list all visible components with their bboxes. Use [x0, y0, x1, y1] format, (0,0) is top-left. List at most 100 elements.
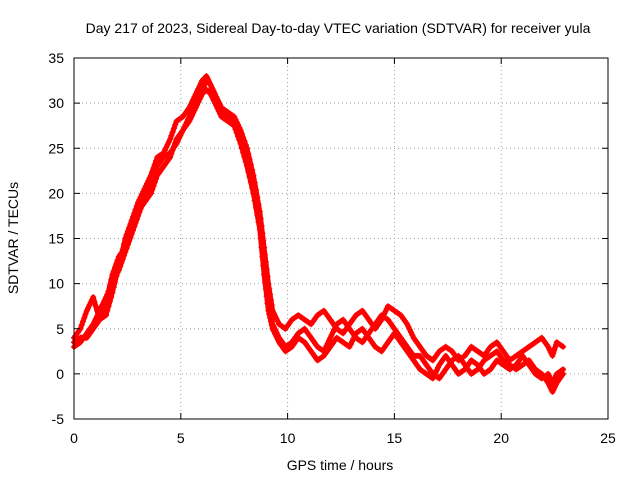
data-point: [168, 150, 175, 157]
data-point: [350, 335, 357, 342]
data-point: [153, 157, 160, 164]
data-layer: [71, 73, 567, 395]
data-point: [137, 193, 144, 200]
data-point: [188, 112, 195, 119]
data-point: [146, 175, 153, 182]
data-point: [272, 313, 279, 320]
data-point: [103, 298, 110, 305]
data-point: [558, 367, 565, 374]
data-point: [170, 143, 177, 150]
data-point: [262, 286, 269, 293]
data-point: [192, 104, 199, 111]
data-point: [135, 199, 142, 206]
y-tick-label: 0: [56, 366, 64, 382]
data-point: [268, 322, 275, 329]
data-point: [233, 129, 240, 136]
data-point: [109, 271, 116, 278]
data-point: [251, 197, 258, 204]
data-point: [197, 93, 204, 100]
data-point: [147, 172, 154, 179]
data-point: [241, 154, 248, 161]
data-point: [238, 145, 245, 152]
data-point: [409, 332, 416, 339]
data-point: [94, 307, 101, 314]
data-point: [144, 180, 151, 187]
data-point: [172, 121, 179, 128]
data-point: [249, 184, 256, 191]
x-tick-label: 0: [70, 430, 78, 446]
series-trace-b: [71, 73, 567, 364]
data-point: [113, 260, 120, 267]
x-tick-label: 15: [387, 430, 403, 446]
x-tick-label: 20: [493, 430, 509, 446]
data-point: [431, 372, 438, 379]
data-point: [87, 299, 94, 306]
x-tick-label: 5: [177, 430, 185, 446]
data-point: [378, 316, 385, 323]
data-point: [122, 244, 129, 251]
data-point: [127, 230, 134, 237]
data-point: [560, 366, 567, 373]
data-point: [124, 237, 131, 244]
tick-layer: 0 5 10 15 20 25 -5 0 5 10 15 20 25 30 35: [48, 50, 616, 446]
data-point: [405, 323, 412, 330]
data-point: [79, 318, 86, 325]
data-point: [129, 222, 136, 229]
x-tick-label: 10: [280, 430, 296, 446]
data-point: [231, 113, 238, 120]
data-point: [260, 262, 267, 269]
data-point: [163, 144, 170, 151]
data-point: [141, 185, 148, 192]
data-point: [164, 141, 171, 148]
data-point: [346, 343, 353, 350]
data-point: [78, 322, 85, 329]
data-point: [327, 334, 334, 341]
data-point: [270, 328, 277, 335]
data-point: [267, 318, 274, 325]
data-point: [104, 293, 111, 300]
data-point: [169, 129, 176, 136]
data-point: [255, 219, 262, 226]
data-point: [270, 310, 277, 317]
data-point: [233, 119, 240, 126]
data-point: [266, 311, 273, 318]
data-point: [250, 190, 257, 197]
data-point: [105, 287, 112, 294]
data-point: [236, 137, 243, 144]
data-point: [229, 121, 236, 128]
data-point: [232, 126, 239, 133]
data-point: [186, 104, 193, 111]
y-tick-label: 25: [48, 140, 64, 156]
data-point: [188, 99, 195, 106]
x-tick-label: 25: [600, 430, 616, 446]
series-trace-c: [71, 86, 567, 386]
y-tick-label: 30: [48, 95, 64, 111]
data-point: [433, 367, 440, 374]
data-point: [103, 312, 110, 319]
data-point: [100, 305, 107, 312]
data-point: [381, 311, 388, 318]
data-point: [273, 333, 280, 340]
data-point: [167, 154, 174, 161]
x-axis-label: GPS time / hours: [287, 457, 394, 473]
data-point: [90, 294, 97, 301]
data-point: [245, 150, 252, 157]
data-point: [101, 302, 108, 309]
data-point: [213, 102, 220, 109]
data-point: [240, 149, 247, 156]
data-point: [196, 82, 203, 89]
data-point: [560, 343, 567, 350]
data-point: [215, 108, 222, 115]
data-point: [106, 282, 113, 289]
data-point: [406, 326, 413, 333]
data-point: [242, 141, 249, 148]
data-point: [96, 316, 103, 323]
data-point: [246, 156, 253, 163]
data-point: [241, 138, 248, 145]
data-point: [99, 309, 106, 316]
data-point: [252, 204, 259, 211]
data-point: [172, 139, 179, 146]
data-point: [110, 267, 117, 274]
data-point: [214, 105, 221, 112]
